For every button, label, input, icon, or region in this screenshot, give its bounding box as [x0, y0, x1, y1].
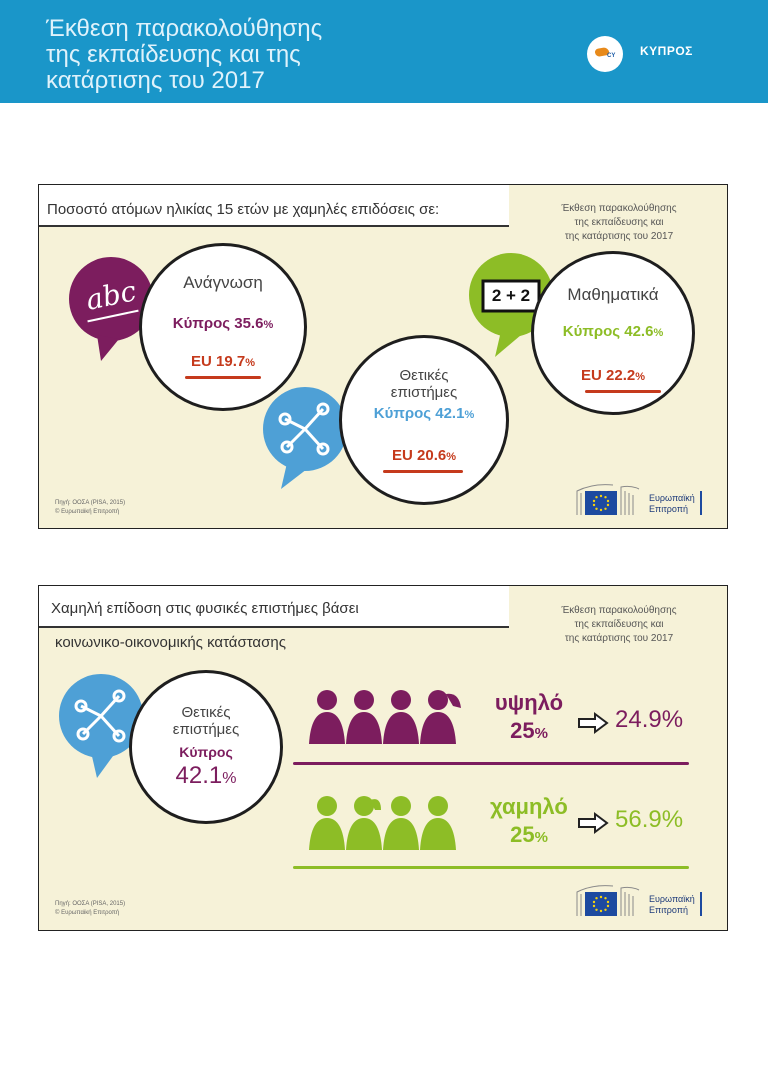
reading-subject: Ανάγνωση	[183, 273, 263, 292]
reading-eu-value: EU 19.7%	[139, 353, 307, 370]
low-ses-divider	[293, 866, 689, 869]
person-icon	[383, 690, 419, 744]
page-header: Έκθεση παρακολούθησης της εκπαίδευσης κα…	[0, 0, 768, 103]
title-bar	[39, 185, 509, 225]
high-ses-divider	[293, 762, 689, 765]
person-icon	[383, 796, 419, 850]
panel-title-line1: Χαμηλή επίδοση στις φυσικές επιστήμες βά…	[51, 600, 359, 617]
eu-logo-text: Ευρωπαϊκή Επιτροπή	[649, 493, 695, 514]
math-eu-value: EU 22.2%	[531, 367, 695, 384]
title-bar	[39, 586, 509, 626]
reading-eu-underline	[185, 376, 261, 379]
pct-sign: %	[534, 725, 548, 742]
eu-logo-bar	[700, 491, 702, 515]
science-subject: Θετικές επιστήμες	[390, 367, 458, 401]
source-note: Πηγή: ΟΟΣΑ (PISA, 2015) © Ευρωπαϊκή Επιτ…	[55, 901, 126, 916]
person-icon	[309, 796, 345, 850]
high-ses-share: 25%	[479, 718, 579, 744]
science-value: 42.1%	[129, 762, 283, 790]
pct-sign: %	[222, 770, 237, 787]
science-eu-underline	[383, 470, 463, 473]
math-eu-underline	[585, 390, 661, 393]
math-cyprus-value: Κύπρος 42.6%	[531, 323, 695, 340]
high-ses-label: υψηλό	[494, 690, 564, 715]
science-value-label: 42.1	[175, 762, 223, 789]
high-ses-result: 24.9%	[615, 706, 684, 733]
science-cyprus-value: Κύπρος 42.1%	[339, 405, 509, 422]
eu-logo-text: Ευρωπαϊκή Επιτροπή	[649, 894, 695, 915]
pct-sign: %	[263, 319, 274, 331]
arrow-right-icon	[578, 712, 609, 734]
pct-sign: %	[653, 327, 664, 339]
science-eu-value: EU 20.6%	[339, 447, 509, 464]
reading-cyprus-value: Κύπρος 35.6%	[139, 315, 307, 332]
science-eu-label: EU 20.6	[392, 447, 447, 464]
low-ses-people-group	[309, 796, 456, 850]
source-note: Πηγή: ΟΟΣΑ (PISA, 2015) © Ευρωπαϊκή Επιτ…	[55, 500, 126, 515]
report-label: Έκθεση παρακολούθησης της εκπαίδευσης κα…	[561, 203, 677, 242]
pct-sign: %	[446, 451, 456, 463]
math-cyprus-label: Κύπρος 42.6	[562, 323, 654, 340]
science-subject: Θετικές επιστήμες	[172, 704, 240, 738]
person-icon	[309, 690, 345, 744]
eu-logo-bar	[700, 892, 702, 916]
two-plus-two-text: 2 + 2	[491, 286, 531, 305]
person-icon	[420, 690, 461, 744]
low-ses-share-value: 25	[510, 822, 535, 847]
arrow-right-icon	[578, 812, 609, 834]
infographic-socio-economic: Χαμηλή επίδοση στις φυσικές επιστήμες βά…	[38, 585, 728, 931]
pct-sign: %	[245, 357, 255, 369]
science-cyprus-label: Κύπρος 42.1	[373, 405, 465, 422]
eu-building-lines-icon	[576, 484, 640, 515]
panel-title: Ποσοστό ατόμων ηλικίας 15 ετών με χαμηλέ…	[47, 201, 440, 218]
title-underline	[39, 626, 509, 628]
eu-flag-icon	[585, 491, 617, 515]
infographic-low-achievers: Ποσοστό ατόμων ηλικίας 15 ετών με χαμηλέ…	[38, 184, 728, 529]
science-country: Κύπρος	[179, 744, 233, 760]
country-code: CY	[607, 53, 616, 59]
low-ses-share: 25%	[479, 822, 579, 848]
report-label: Έκθεση παρακολούθησης της εκπαίδευσης κα…	[561, 605, 677, 644]
reading-circle	[139, 243, 307, 411]
eu-flag-icon	[585, 892, 617, 916]
eu-building-lines-icon	[576, 885, 640, 916]
science-circle	[339, 335, 509, 505]
eu-stars-icon	[592, 494, 610, 512]
reading-cyprus-label: Κύπρος 35.6	[172, 315, 264, 332]
eu-stars-icon	[592, 895, 610, 913]
low-ses-label: χαμηλό	[490, 794, 568, 819]
reading-eu-label: EU 19.7	[191, 353, 246, 370]
high-ses-people-group	[309, 690, 461, 744]
math-subject: Μαθηματικά	[567, 285, 659, 304]
panel-title-line2: κοινωνικο-οικονομικής κατάστασης	[55, 634, 286, 651]
title-underline	[39, 225, 509, 227]
math-eu-label: EU 22.2	[581, 367, 636, 384]
pct-sign: %	[534, 829, 548, 846]
cyprus-badge-icon: CY	[587, 36, 623, 72]
molecule-icon	[59, 674, 143, 778]
person-icon	[420, 796, 456, 850]
molecule-icon	[263, 387, 347, 489]
pct-sign: %	[464, 409, 475, 421]
country-name: ΚΥΠΡΟΣ	[640, 44, 693, 58]
person-icon	[346, 796, 382, 850]
high-ses-share-value: 25	[510, 718, 535, 743]
person-icon	[346, 690, 382, 744]
math-circle	[531, 251, 695, 415]
pct-sign: %	[635, 371, 645, 383]
low-ses-result: 56.9%	[615, 806, 684, 833]
report-title: Έκθεση παρακολούθησης της εκπαίδευσης κα…	[46, 15, 323, 94]
science-circle	[129, 670, 283, 824]
